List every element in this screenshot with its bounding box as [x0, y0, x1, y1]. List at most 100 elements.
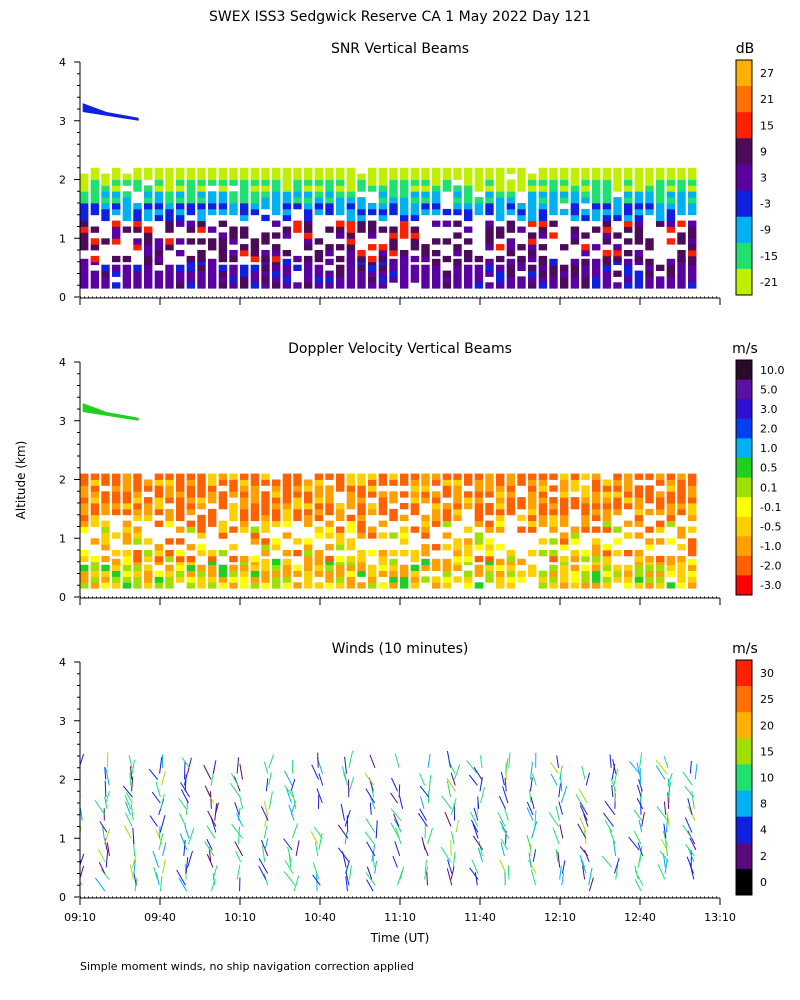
heatmap-cell — [250, 185, 260, 192]
heatmap-cell — [304, 508, 313, 516]
heatmap-cell — [506, 550, 516, 557]
heatmap-cell — [133, 282, 142, 289]
heatmap-cell — [80, 264, 89, 271]
heatmap-cell — [688, 179, 697, 186]
x-tick-label: 11:40 — [464, 911, 496, 924]
heatmap-cell — [325, 497, 334, 504]
wind-barb — [94, 877, 106, 892]
heatmap-cell — [378, 508, 388, 516]
wind-barb — [634, 865, 639, 880]
heatmap-cell — [176, 238, 185, 245]
heatmap-cell — [186, 582, 196, 589]
heatmap-cell — [506, 270, 516, 277]
heatmap-cell — [325, 258, 334, 266]
heatmap-cell — [218, 497, 228, 504]
heatmap-cell — [538, 173, 548, 180]
wind-barb — [560, 786, 568, 804]
heatmap-cell — [101, 538, 110, 545]
wind-barb — [80, 880, 83, 886]
heatmap-cell — [176, 264, 185, 271]
wind-barb — [664, 859, 668, 874]
heatmap-cell — [261, 179, 270, 186]
heatmap-cell — [602, 555, 612, 563]
heatmap-cell — [560, 208, 569, 216]
heatmap-cell — [389, 473, 398, 480]
heatmap-cell — [432, 520, 441, 527]
heatmap-cell — [250, 538, 260, 545]
colorbar-swatch — [736, 790, 752, 818]
heatmap-cell — [634, 555, 644, 563]
wind-barb — [447, 859, 453, 874]
heatmap-cell — [400, 255, 409, 263]
heatmap-cell — [133, 485, 142, 492]
heatmap-cell — [197, 191, 206, 198]
heatmap-cell — [229, 544, 238, 551]
heatmap-cell — [570, 264, 580, 271]
heatmap-cell — [357, 503, 366, 510]
heatmap-cell — [144, 485, 153, 492]
heatmap-cell — [421, 255, 430, 263]
heatmap-cell — [432, 564, 441, 571]
heatmap-cell — [581, 244, 590, 251]
heatmap-cell — [336, 570, 345, 577]
heatmap-cell — [133, 167, 142, 175]
heatmap-cell — [613, 173, 622, 180]
wind-barb — [236, 864, 241, 880]
heatmap-cell — [389, 576, 398, 583]
wind-barb — [102, 825, 105, 839]
heatmap-cell — [496, 282, 505, 289]
heatmap-cell — [250, 203, 260, 210]
heatmap-cell — [624, 226, 633, 233]
heatmap-cell — [400, 220, 409, 227]
heatmap-cell — [613, 255, 622, 263]
heatmap-cell — [656, 564, 665, 571]
heatmap-cell — [485, 203, 494, 210]
heatmap-cell — [560, 479, 569, 486]
heatmap-cell — [538, 538, 548, 545]
heatmap-cell — [314, 497, 324, 504]
heatmap-cell — [144, 264, 153, 271]
heatmap-cell — [112, 503, 121, 510]
heatmap-cell — [304, 197, 313, 204]
heatmap-cell — [549, 570, 558, 577]
wind-barb — [132, 827, 135, 845]
heatmap-cell — [282, 473, 292, 480]
heatmap-cell — [293, 514, 302, 522]
heatmap-cell — [613, 564, 622, 571]
wind-barb — [636, 762, 642, 780]
heatmap-cell — [304, 550, 313, 557]
wind-barb — [130, 766, 133, 780]
heatmap-cell — [101, 520, 110, 527]
heatmap-cell — [528, 232, 537, 239]
heatmap-cell — [432, 276, 441, 283]
heatmap-cell — [624, 270, 633, 277]
heatmap-cell — [410, 238, 420, 245]
heatmap-cell — [90, 555, 100, 563]
heatmap-cell — [602, 282, 612, 289]
heatmap-cell — [496, 508, 505, 516]
heatmap-cell — [474, 570, 484, 577]
heatmap-cell — [453, 550, 462, 557]
wind-barb — [312, 874, 321, 886]
heatmap-cell — [560, 538, 569, 545]
heatmap-cell — [90, 226, 100, 233]
wind-barb — [104, 766, 107, 780]
heatmap-cell — [261, 526, 270, 533]
heatmap-cell — [90, 270, 100, 277]
heatmap-cell — [218, 197, 228, 204]
heatmap-cell — [240, 282, 249, 289]
heatmap-cell — [528, 255, 537, 263]
heatmap-cell — [528, 270, 537, 277]
heatmap-cell — [261, 491, 270, 498]
wind-barb — [105, 768, 110, 786]
velocity-colorbar-unit: m/s — [732, 341, 758, 357]
heatmap-cell — [474, 497, 484, 504]
wind-barb — [446, 750, 451, 768]
heatmap-cell — [240, 503, 249, 510]
heatmap-cell — [624, 203, 633, 210]
heatmap-cell — [346, 544, 356, 551]
heatmap-cell — [613, 526, 622, 533]
heatmap-cell — [176, 491, 185, 498]
heatmap-cell — [250, 576, 260, 583]
heatmap-cell — [677, 544, 686, 551]
